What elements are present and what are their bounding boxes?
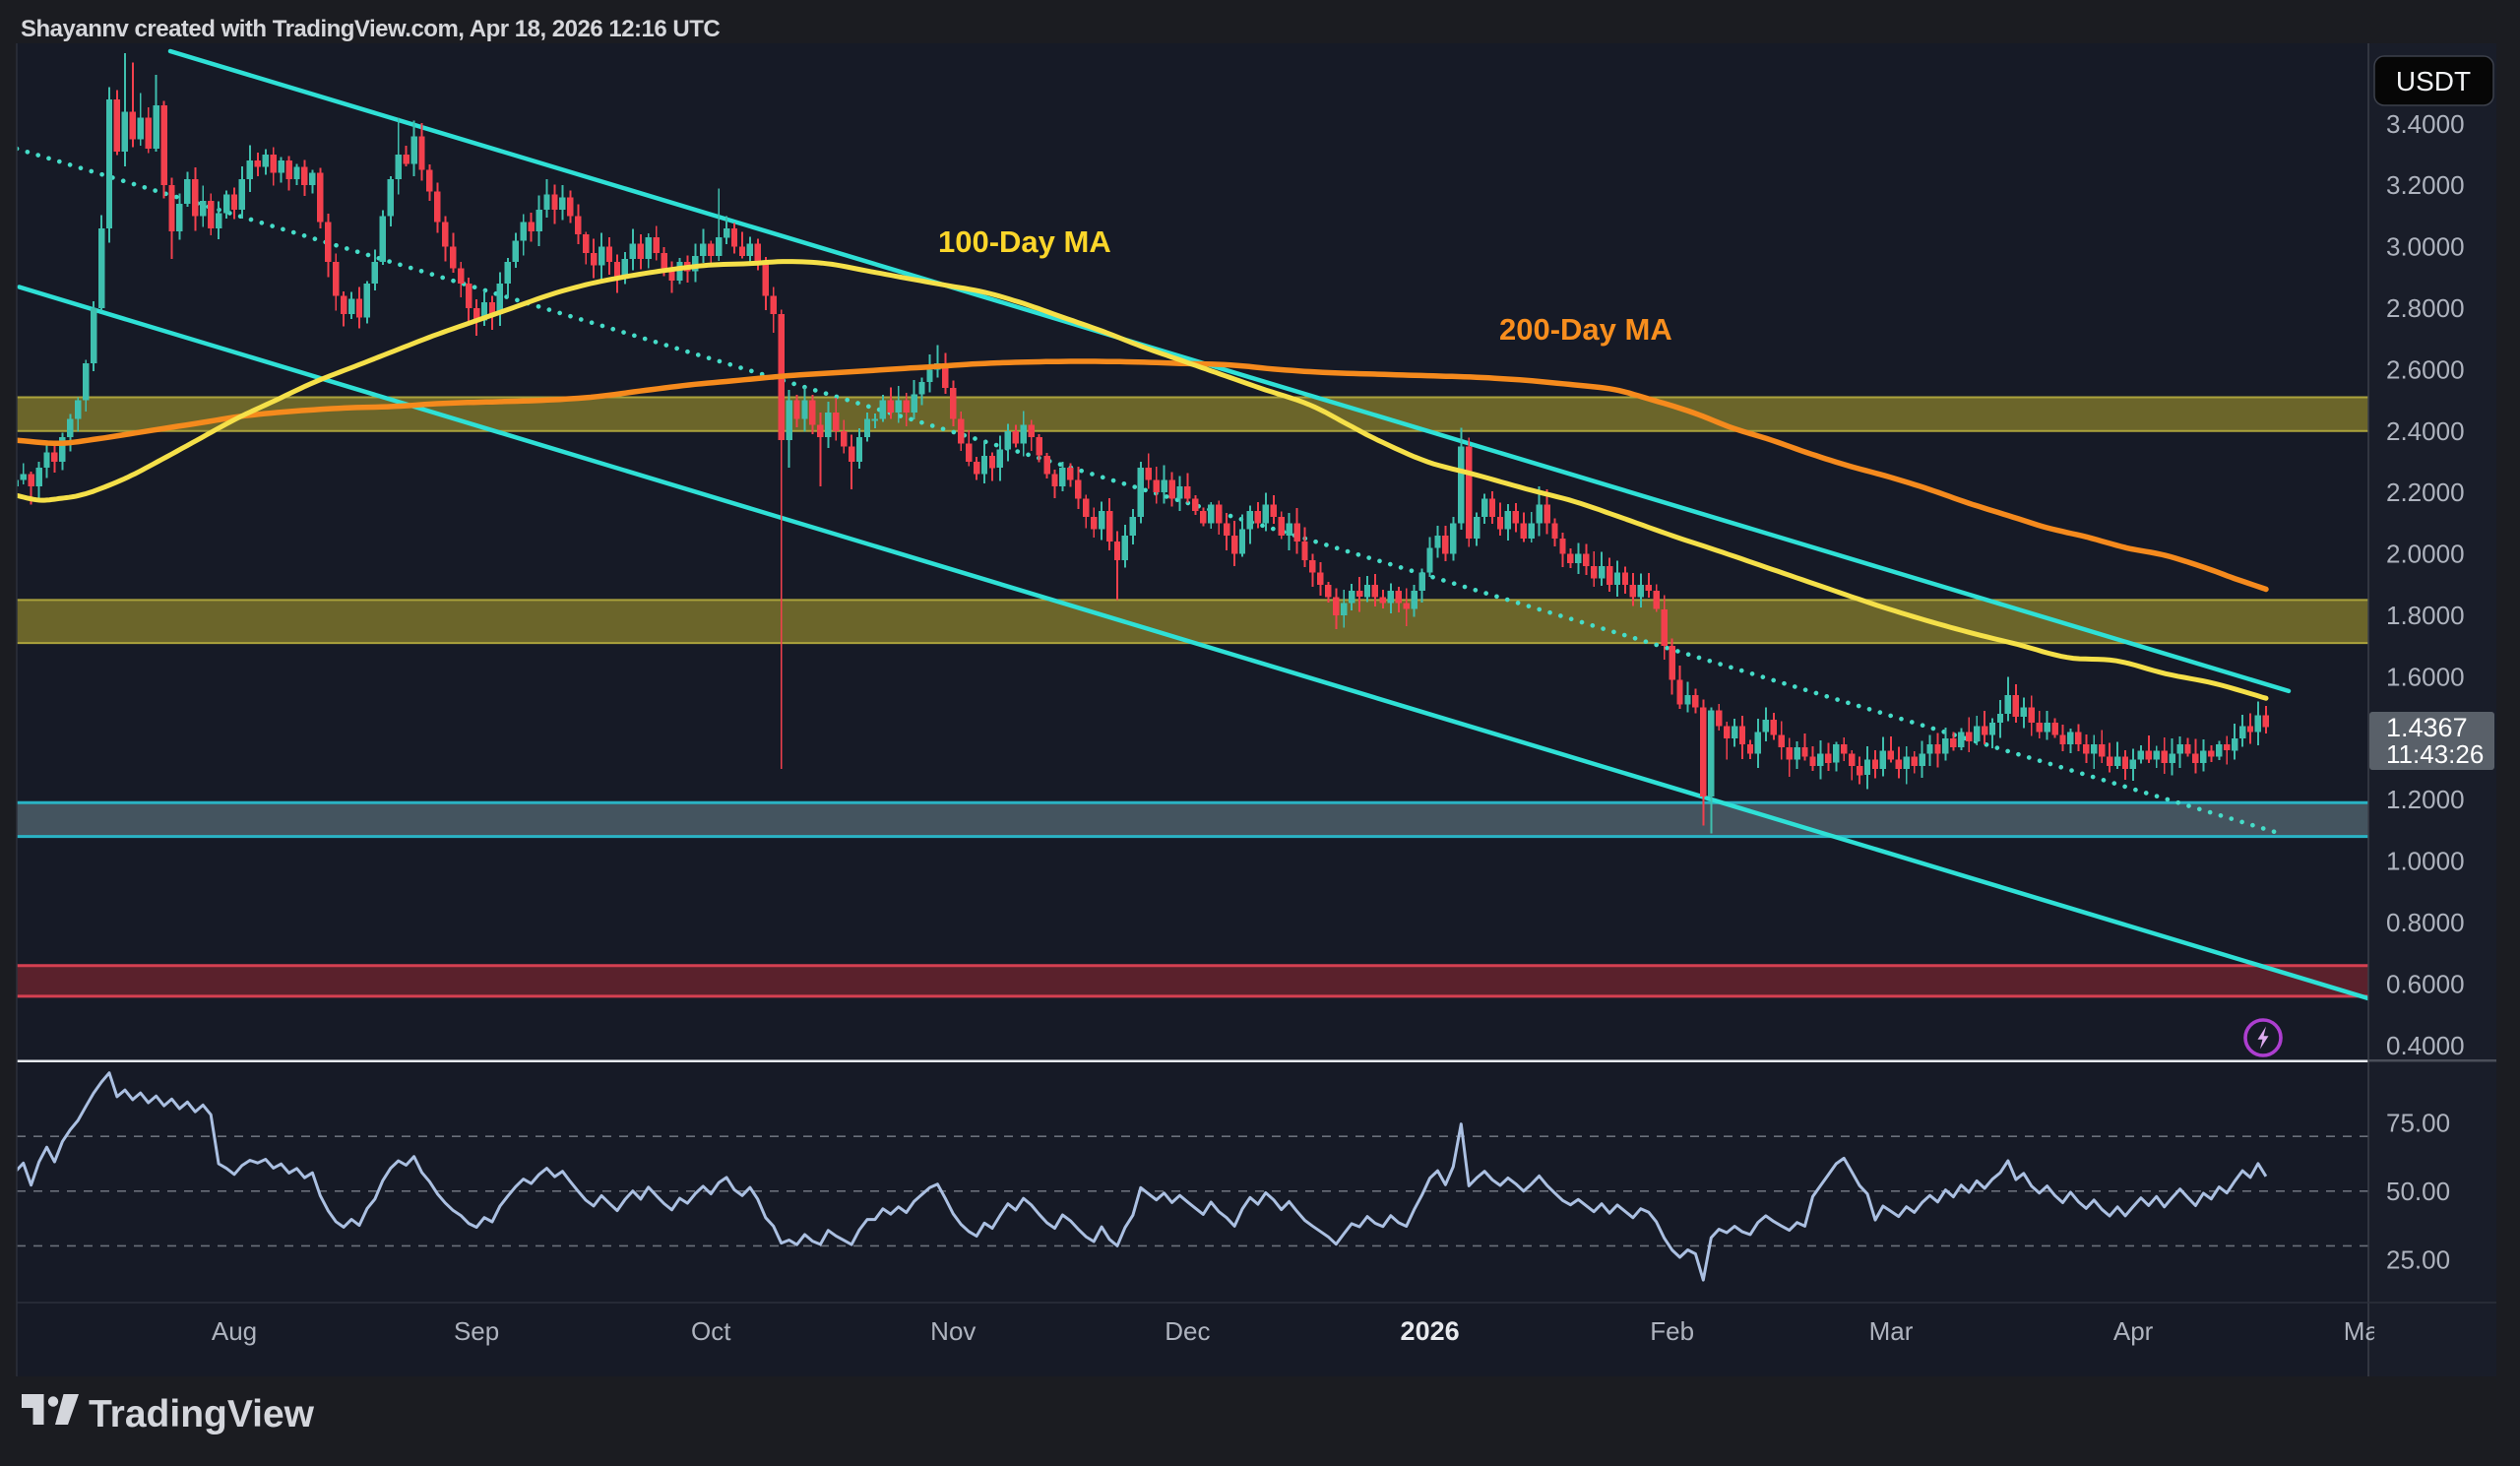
svg-text:Nov: Nov (930, 1316, 976, 1346)
svg-text:200-Day MA: 200-Day MA (1499, 312, 1672, 347)
svg-text:1.4367: 1.4367 (2386, 713, 2468, 742)
svg-text:100-Day MA: 100-Day MA (938, 224, 1111, 259)
svg-text:50.00: 50.00 (2386, 1177, 2450, 1206)
svg-text:75.00: 75.00 (2386, 1108, 2450, 1137)
svg-text:TradingView: TradingView (89, 1393, 315, 1435)
svg-text:11:43:26: 11:43:26 (2386, 739, 2484, 769)
svg-text:1.8000: 1.8000 (2386, 601, 2465, 630)
svg-text:1.2000: 1.2000 (2386, 785, 2465, 814)
svg-text:0.4000: 0.4000 (2386, 1031, 2465, 1060)
svg-text:2.2000: 2.2000 (2386, 478, 2465, 507)
svg-text:Mar: Mar (1869, 1316, 1914, 1346)
svg-text:Shayannv created with TradingV: Shayannv created with TradingView.com, A… (21, 16, 720, 42)
svg-text:2.8000: 2.8000 (2386, 293, 2465, 323)
svg-text:Sep: Sep (454, 1316, 499, 1346)
svg-text:0.8000: 0.8000 (2386, 908, 2465, 937)
svg-text:Dec: Dec (1165, 1316, 1210, 1346)
svg-text:3.4000: 3.4000 (2386, 109, 2465, 139)
svg-text:3.2000: 3.2000 (2386, 170, 2465, 200)
svg-text:0.6000: 0.6000 (2386, 969, 2465, 998)
svg-text:3.0000: 3.0000 (2386, 232, 2465, 262)
svg-text:Apr: Apr (2113, 1316, 2154, 1346)
svg-text:2.0000: 2.0000 (2386, 540, 2465, 569)
svg-text:2.6000: 2.6000 (2386, 354, 2465, 384)
svg-text:May: May (2344, 1316, 2392, 1346)
svg-text:1.6000: 1.6000 (2386, 662, 2465, 691)
svg-text:2026: 2026 (1401, 1316, 1460, 1346)
svg-text:1.0000: 1.0000 (2386, 847, 2465, 876)
svg-text:2.4000: 2.4000 (2386, 416, 2465, 446)
svg-text:Feb: Feb (1650, 1316, 1694, 1346)
svg-text:Aug: Aug (212, 1316, 257, 1346)
svg-text:Oct: Oct (691, 1316, 731, 1346)
svg-text:25.00: 25.00 (2386, 1244, 2450, 1274)
svg-text:USDT: USDT (2396, 66, 2471, 96)
